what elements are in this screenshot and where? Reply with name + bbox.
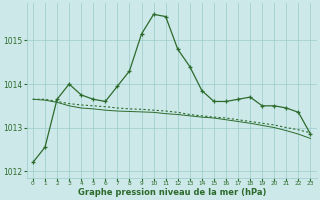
- X-axis label: Graphe pression niveau de la mer (hPa): Graphe pression niveau de la mer (hPa): [77, 188, 266, 197]
